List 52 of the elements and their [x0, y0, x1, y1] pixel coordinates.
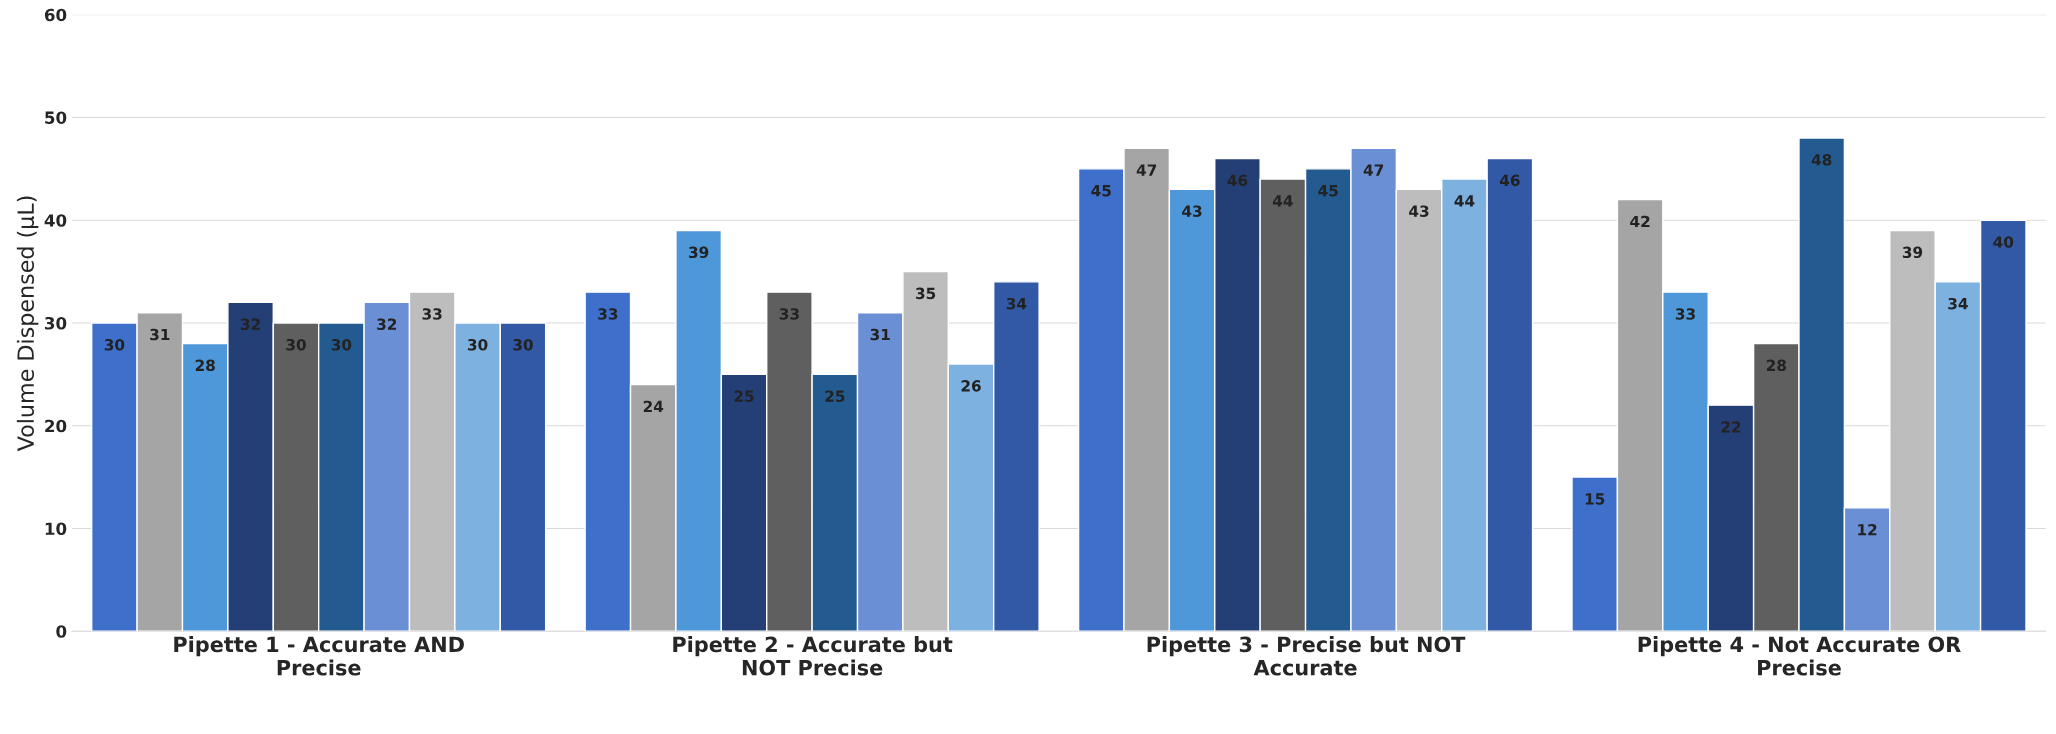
data-label: 31	[150, 328, 170, 341]
data-label: 45	[1091, 185, 1111, 197]
y-tick-label: 20	[45, 419, 67, 433]
data-label: 28	[1766, 359, 1786, 372]
data-label: 47	[1363, 164, 1384, 176]
data-label: 26	[961, 380, 981, 392]
data-label: 39	[1902, 246, 1923, 259]
data-label: 33	[422, 308, 442, 320]
y-tick-label: 30	[45, 316, 67, 330]
data-label: 42	[1630, 215, 1650, 228]
data-label: 34	[1006, 297, 1027, 310]
data-label: 46	[1499, 174, 1520, 187]
data-label: 32	[377, 318, 397, 330]
data-label: 35	[916, 287, 936, 300]
x-tick-label: Pipette 4 - Not Accurate OR Precise	[1638, 636, 1961, 676]
y-axis-title: Volume Dispensed (μL)	[16, 196, 39, 452]
data-label: 25	[825, 390, 845, 402]
data-label: 45	[1318, 185, 1338, 197]
data-label: 28	[195, 359, 215, 372]
data-label: 39	[689, 246, 709, 259]
data-label: 33	[1675, 308, 1695, 320]
data-label: 30	[104, 339, 125, 351]
data-label: 33	[779, 308, 799, 320]
y-tick-label: 60	[44, 8, 67, 22]
data-label: 43	[1182, 205, 1202, 217]
y-tick-label: 50	[45, 111, 67, 125]
data-label: 44	[1454, 195, 1475, 207]
y-tick-label: 0	[56, 625, 67, 638]
x-tick-label: Pipette 2 - Accurate but NOT Precise	[673, 636, 953, 676]
data-label: 12	[1858, 523, 1877, 536]
data-label: 15	[1585, 493, 1605, 505]
data-label: 30	[467, 339, 488, 351]
data-label: 44	[1272, 195, 1293, 207]
data-label: 48	[1811, 154, 1832, 166]
y-tick-label: 40	[44, 214, 67, 227]
data-label: 30	[331, 339, 352, 351]
data-label: 24	[643, 400, 664, 412]
data-label: 30	[513, 339, 533, 351]
data-label: 34	[1948, 297, 1968, 310]
data-label: 47	[1136, 164, 1157, 176]
data-label: 33	[598, 308, 618, 320]
data-label: 30	[286, 339, 306, 351]
data-label: 31	[870, 328, 890, 341]
x-tick-label: Pipette 1 - Accurate AND Precise	[174, 636, 464, 676]
x-tick-label: Pipette 3 - Precise but NOT Accurate	[1147, 636, 1466, 676]
y-tick-label: 10	[45, 522, 67, 536]
data-label: 22	[1721, 421, 1741, 433]
data-label: 25	[734, 390, 754, 402]
data-label: 43	[1409, 205, 1429, 217]
data-label: 46	[1227, 174, 1248, 187]
data-label: 32	[240, 318, 260, 330]
data-label: 40	[1993, 236, 2014, 248]
